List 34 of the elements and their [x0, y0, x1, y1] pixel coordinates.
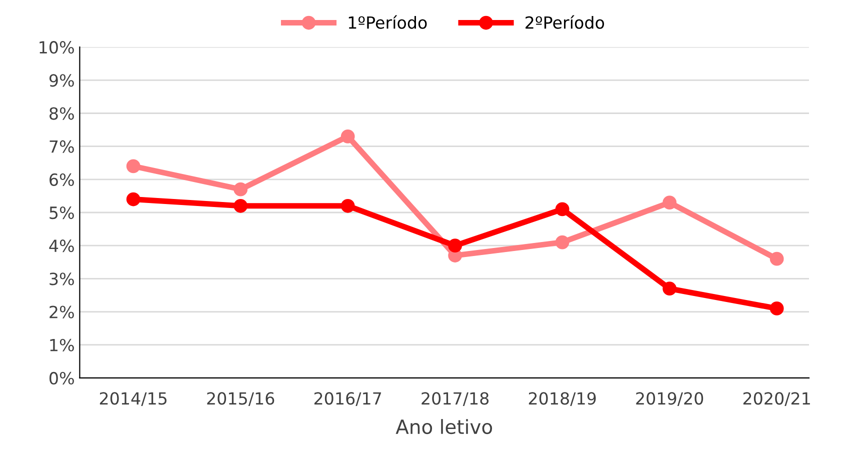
legend-label: 1ºPeríodo — [348, 15, 427, 29]
y-tick-label: 9% — [49, 74, 74, 87]
y-tick-label: 4% — [49, 240, 74, 252]
y-tick-label: 10% — [40, 41, 74, 54]
point — [662, 196, 677, 210]
y-tick-label: 6% — [50, 173, 74, 186]
point — [555, 235, 570, 250]
y-tick-label: 8% — [50, 107, 74, 120]
x-tick-label: 2014/15 — [100, 392, 166, 406]
x-tick-label: 2015/16 — [207, 392, 274, 406]
legend-label: 2ºPeríodo — [526, 15, 604, 29]
x-tick-label: 2020/21 — [743, 392, 810, 406]
point — [234, 198, 248, 213]
y-tick-label: 1% — [50, 338, 74, 352]
point — [555, 202, 570, 216]
x-tick-label: 2018/19 — [528, 392, 596, 406]
y-tick-label: 7% — [50, 140, 74, 153]
y-tick-label: 2% — [50, 306, 74, 318]
x-axis-title: Ano letivo — [396, 419, 492, 434]
point — [770, 252, 784, 266]
point — [448, 238, 462, 253]
y-tick-label: 5% — [50, 206, 74, 220]
x-tick-label: 2017/18 — [422, 392, 489, 406]
point — [126, 159, 140, 174]
point — [126, 192, 140, 206]
x-tick-label: 2016/17 — [314, 392, 382, 406]
y-tick-label: 0% — [50, 372, 74, 385]
point — [234, 182, 248, 196]
point — [770, 302, 784, 316]
x-tick-label: 2019/20 — [636, 392, 704, 406]
point — [340, 198, 355, 213]
point — [340, 129, 355, 144]
y-tick-label: 3% — [50, 272, 74, 286]
point — [662, 282, 677, 296]
